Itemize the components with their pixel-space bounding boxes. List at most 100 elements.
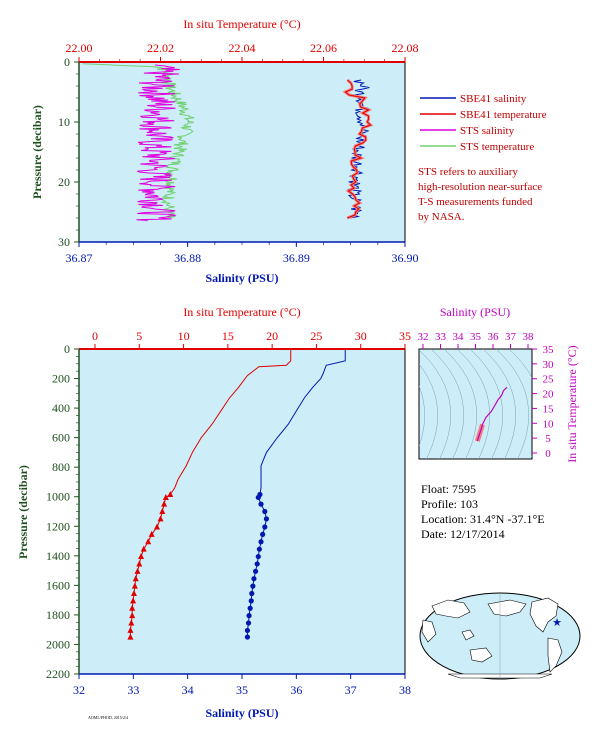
- ts-panel: 32 33 34 35 36 37 38 0 5 10 15 20 25 30 35 Salinity (P…: [418, 305, 580, 463]
- main-panel: 0 5 10 15 20 25 30 35 32 33 34 35 36 37 38 0 200 400 600 80…: [16, 305, 411, 721]
- main-temperature-marker: [138, 553, 145, 560]
- ts-panel-lines: [474, 386, 508, 442]
- main-temp-tick-label: 35: [399, 329, 411, 343]
- top-panel-ticks: 22.00 22.02 22.04 22.06 22.08 36.87 36.88 36.89…: [58, 41, 419, 265]
- ts-sal-tick-label: 37: [505, 331, 517, 343]
- main-panel-ticks: 0 5 10 15 20 25 30 35 32 33 34 35 36 37 38 0 200 400 600 80…: [46, 329, 411, 697]
- top-sbe41-temperature-line: [344, 79, 372, 219]
- main-temp-tick-label: 20: [266, 329, 278, 343]
- main-temp-tick-label: 5: [136, 329, 142, 343]
- main-salinity-marker: [255, 494, 261, 501]
- info-float: Float: 7595: [421, 482, 476, 496]
- ts-temp-tick-label: 35: [543, 344, 555, 356]
- top-pressure-tick-label: 10: [58, 115, 70, 129]
- ts-sal-tick-label: 36: [488, 331, 500, 343]
- main-temperature-marker: [134, 567, 141, 574]
- main-pressure-tick-label: 2200: [46, 667, 70, 681]
- map-islands: [461, 629, 475, 641]
- main-temp-tick-label: 25: [310, 329, 322, 343]
- main-temperature-marker: [130, 597, 137, 604]
- main-salinity-marker: [252, 568, 259, 574]
- main-sal-tick-label: 37: [345, 683, 357, 697]
- main-temperature-marker: [154, 523, 160, 530]
- top-pressure-axis-label: Pressure (decibar): [30, 105, 44, 199]
- legend-label-sts-temperature: STS temperature: [460, 141, 534, 153]
- main-salinity-marker: [254, 561, 260, 567]
- map-australia: [469, 647, 493, 663]
- legend-label-sbe41-temperature: SBE41 temperature: [460, 109, 547, 121]
- ts-panel-ticks: 32 33 34 35 36 37 38 0 5 10 15 20 25 30 35: [418, 331, 555, 460]
- ts-density-contour: [419, 349, 451, 459]
- legend-label-sts-salinity: STS salinity: [460, 125, 515, 137]
- top-sts-salinity-line: [136, 64, 180, 222]
- top-pressure-tick-label: 0: [64, 55, 70, 69]
- top-temp-tick-label: 22.08: [392, 41, 419, 55]
- world-map: ★: [419, 592, 581, 680]
- main-pressure-axis-label: Pressure (decibar): [16, 465, 30, 559]
- ts-temp-tick-label: 10: [543, 418, 555, 430]
- main-salinity-marker: [262, 524, 268, 530]
- float-info: Float: 7595 Profile: 103 Location: 31.4°…: [421, 482, 545, 541]
- map-africa-west: [421, 619, 437, 643]
- main-temperature-marker: [140, 545, 147, 552]
- ts-curve: [476, 386, 508, 442]
- main-sal-tick-label: 38: [399, 683, 411, 697]
- main-plot-area: [78, 348, 406, 675]
- top-pressure-tick-label: 30: [58, 235, 70, 249]
- main-sal-tick-label: 35: [236, 683, 248, 697]
- main-temp-tick-label: 15: [222, 329, 234, 343]
- main-pressure-tick-label: 800: [52, 460, 70, 474]
- sts-note-line-4: by NASA.: [418, 211, 465, 223]
- float-location-marker: ★: [552, 617, 562, 629]
- top-temp-tick-label: 22.00: [66, 41, 93, 55]
- map-north-america: [529, 597, 559, 633]
- main-temp-tick-label: 30: [355, 329, 367, 343]
- main-temperature-marker: [167, 491, 174, 498]
- ts-density-contour: [456, 349, 490, 459]
- main-temperature-marker: [162, 493, 169, 500]
- main-salinity-marker: [258, 501, 264, 507]
- main-pressure-tick-label: 1800: [46, 608, 70, 622]
- main-temp-axis-label: In situ Temperature (°C): [183, 305, 300, 319]
- main-sal-tick-label: 34: [182, 683, 194, 697]
- main-pressure-tick-label: 1000: [46, 490, 70, 504]
- ts-density-contour: [508, 349, 532, 459]
- main-salinity-marker: [262, 508, 268, 515]
- main-salinity-marker: [249, 590, 255, 597]
- info-date: Date: 12/17/2014: [421, 527, 505, 541]
- ts-temp-tick-label: 20: [543, 389, 555, 401]
- ts-density-contour: [419, 363, 438, 459]
- main-salinity-marker: [244, 634, 251, 640]
- top-temp-tick-label: 22.06: [310, 41, 337, 55]
- main-temperature-marker: [127, 626, 134, 633]
- sts-note-line-2: high-resolution near-surface: [418, 181, 542, 193]
- main-temperature-marker: [159, 508, 166, 514]
- ts-temp-tick-label: 0: [545, 448, 551, 460]
- ts-temp-tick-label: 30: [543, 359, 555, 371]
- main-pressure-tick-label: 0: [64, 342, 70, 356]
- top-temp-tick-label: 22.04: [229, 41, 256, 55]
- main-salinity-marker: [247, 605, 253, 611]
- main-temperature-marker: [132, 575, 139, 582]
- legend-label-sbe41-salinity: SBE41 salinity: [460, 93, 527, 105]
- main-sal-tick-label: 32: [73, 683, 85, 697]
- main-temperature-marker: [127, 633, 134, 640]
- main-temperature-marker: [130, 589, 137, 596]
- main-pressure-tick-label: 1200: [46, 519, 70, 533]
- main-sal-axis-label: Salinity (PSU): [205, 706, 278, 720]
- main-temperature-marker: [128, 619, 135, 626]
- ts-density-contour: [482, 349, 516, 459]
- main-panel-lines: [127, 349, 346, 640]
- top-sts-temperature-line: [82, 63, 195, 219]
- top-panel-lines: [82, 63, 374, 222]
- main-pressure-tick-label: 2000: [46, 637, 70, 651]
- main-sal-tick-label: 36: [290, 683, 302, 697]
- top-temp-tick-label: 22.02: [147, 41, 174, 55]
- main-temperature-marker: [129, 604, 136, 611]
- sts-note-line-3: T-S measurements funded: [418, 196, 533, 208]
- top-plot-area: [78, 61, 406, 243]
- main-salinity-marker: [244, 627, 251, 634]
- top-temp-axis-label: In situ Temperature (°C): [183, 17, 300, 31]
- ts-density-contour: [430, 349, 464, 459]
